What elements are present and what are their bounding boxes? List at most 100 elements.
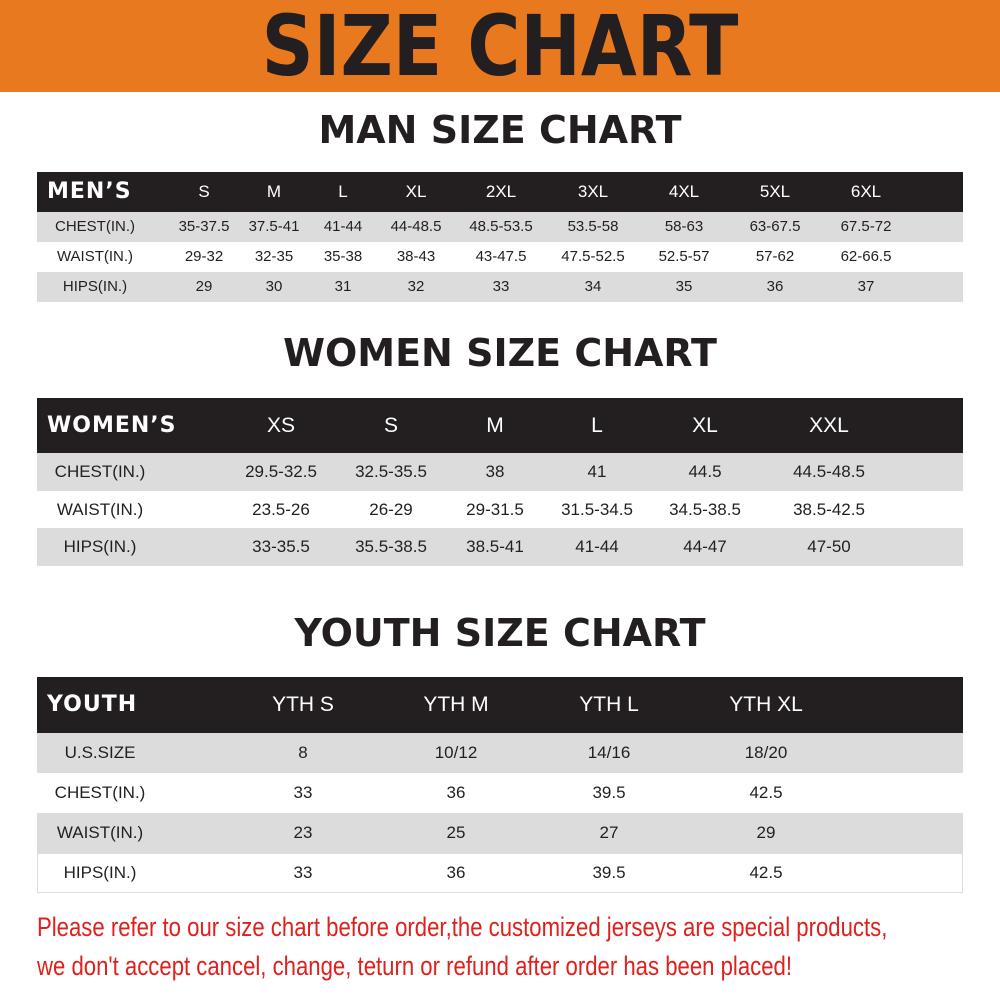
measurement-value: 44.5	[688, 462, 722, 481]
measurement-value: 31.5-34.5	[561, 499, 633, 519]
size-column-header: 6XL	[850, 182, 882, 201]
measurement-value: 35-38	[323, 248, 363, 265]
measurement-value: 39.5	[592, 863, 626, 882]
size-column-header: 4XL	[668, 182, 700, 201]
measurement-value: 37	[857, 278, 875, 295]
table-header-row: MEN’S S M L XL 2XL 3XL 4XL 5XL 6XL	[37, 172, 963, 212]
measurement-value: 35	[675, 278, 693, 295]
measurement-value: 34.5-38.5	[669, 499, 741, 519]
size-column-header: S	[198, 182, 210, 201]
measurement-value: 36	[446, 863, 466, 882]
measurement-value: 29-31.5	[466, 499, 524, 519]
size-column-header: 2XL	[485, 182, 517, 201]
table-header-label: MEN’S	[47, 179, 132, 204]
notice-line-1: Please refer to our size chart before or…	[37, 912, 888, 942]
table-row: CHEST(IN.) 33 36 39.5 42.5	[37, 773, 963, 813]
measurement-value: 41-44	[323, 218, 363, 235]
measurement-value: 58-63	[664, 218, 704, 235]
measurement-label: WAIST(IN.)	[56, 499, 144, 519]
measurement-value: 35-37.5	[178, 218, 230, 235]
measurement-value: 41	[587, 462, 607, 481]
size-column-header: YTH L	[579, 693, 639, 716]
table-row: WAIST(IN.) 23.5-26 26-29 29-31.5 31.5-34.5 34…	[37, 490, 963, 529]
measurement-value: 39.5	[592, 783, 626, 802]
measurement-value: 38.5-42.5	[793, 499, 865, 519]
table-header-label: WOMEN’S	[47, 413, 177, 438]
size-column-header: XXL	[809, 414, 849, 437]
measurement-value: 36	[446, 783, 466, 802]
measurement-label: WAIST(IN.)	[56, 248, 134, 265]
notice-line-2: we don't accept cancel, change, teturn o…	[37, 951, 793, 981]
measurement-label: CHEST(IN.)	[54, 462, 146, 481]
table-row: CHEST(IN.) 35-37.5 37.5-41 41-44 44-48.5 48.5…	[37, 212, 963, 242]
measurement-value: 29	[756, 823, 776, 842]
table-row: CHEST(IN.) 29.5-32.5 32.5-35.5 38 41 44.5 44.5…	[37, 453, 963, 491]
women-section-title: WOMEN SIZE CHART	[283, 331, 717, 375]
measurement-value: 32.5-35.5	[355, 462, 427, 481]
measurement-value: 34	[584, 278, 602, 295]
size-column-header: 3XL	[577, 182, 609, 201]
measurement-value: 42.5	[749, 863, 783, 882]
measurement-value: 35.5-38.5	[355, 537, 427, 557]
table-row: WAIST(IN.) 29-32 32-35 35-38 38-43 43-47.5 47.…	[37, 242, 963, 272]
measurement-label: CHEST(IN.)	[54, 783, 146, 802]
measurement-value: 30	[265, 278, 283, 295]
page-title: SIZE CHART	[261, 0, 739, 95]
measurement-value: 23.5-26	[252, 499, 310, 519]
measurement-value: 42.5	[749, 783, 783, 802]
measurement-label: HIPS(IN.)	[63, 537, 137, 557]
size-column-header: 5XL	[759, 182, 791, 201]
measurement-value: 44.5-48.5	[793, 462, 865, 481]
measurement-value: 14/16	[587, 743, 631, 762]
measurement-value: 44-48.5	[390, 218, 442, 235]
size-column-header: L	[338, 182, 348, 201]
measurement-label: CHEST(IN.)	[55, 218, 135, 235]
measurement-value: 33	[492, 278, 510, 295]
size-column-header: XL	[405, 182, 427, 201]
table-row: HIPS(IN.) 33 36 39.5 42.5	[37, 853, 963, 893]
table-header-label: YOUTH	[47, 692, 138, 717]
men-section-title: MAN SIZE CHART	[318, 108, 682, 152]
table-header-row: YOUTH YTH S YTH M YTH L YTH XL	[37, 677, 963, 733]
measurement-value: 27	[599, 823, 619, 842]
table-header-row: WOMEN’S XS S M L XL XXL	[37, 398, 963, 453]
measurement-value: 33	[293, 783, 313, 802]
title-banner: SIZE CHART	[0, 0, 1000, 92]
measurement-value: 32	[407, 278, 425, 295]
measurement-value: 38-43	[396, 248, 436, 265]
measurement-value: 23	[293, 823, 313, 842]
measurement-value: 52.5-57	[658, 248, 710, 265]
measurement-value: 33	[293, 863, 313, 882]
measurement-value: 62-66.5	[840, 248, 892, 265]
youth-section-title: YOUTH SIZE CHART	[294, 611, 706, 655]
measurement-value: 57-62	[755, 248, 795, 265]
measurement-value: 29-32	[184, 248, 224, 265]
size-column-header: M	[486, 414, 504, 437]
table-row: WAIST(IN.) 23 25 27 29	[37, 813, 963, 853]
measurement-value: 41-44	[575, 537, 619, 557]
table-row: HIPS(IN.) 29 30 31 32 33 34 35 36 37	[37, 272, 963, 302]
table-row: HIPS(IN.) 33-35.5 35.5-38.5 38.5-41 41-44 44-…	[37, 528, 963, 567]
measurement-value: 63-67.5	[749, 218, 801, 235]
measurement-value: 26-29	[369, 499, 413, 519]
table-row: U.S.SIZE 8 10/12 14/16 18/20	[37, 733, 963, 773]
measurement-value: 10/12	[434, 743, 478, 762]
measurement-value: 31	[334, 278, 352, 295]
measurement-label: U.S.SIZE	[64, 743, 136, 762]
measurement-value: 38.5-41	[466, 537, 524, 557]
size-column-header: L	[591, 414, 603, 437]
size-column-header: XS	[266, 414, 296, 437]
size-column-header: YTH M	[423, 693, 489, 716]
measurement-value: 29	[195, 278, 213, 295]
size-column-header: YTH XL	[729, 693, 803, 716]
measurement-label: HIPS(IN.)	[63, 863, 137, 882]
size-column-header: XL	[692, 414, 718, 437]
measurement-value: 25	[446, 823, 466, 842]
measurement-value: 37.5-41	[248, 218, 300, 235]
measurement-value: 48.5-53.5	[469, 218, 533, 235]
measurement-label: HIPS(IN.)	[62, 278, 128, 295]
measurement-value: 38	[485, 462, 505, 481]
measurement-value: 47.5-52.5	[561, 248, 625, 265]
measurement-value: 53.5-58	[567, 218, 619, 235]
measurement-value: 33-35.5	[252, 537, 310, 557]
